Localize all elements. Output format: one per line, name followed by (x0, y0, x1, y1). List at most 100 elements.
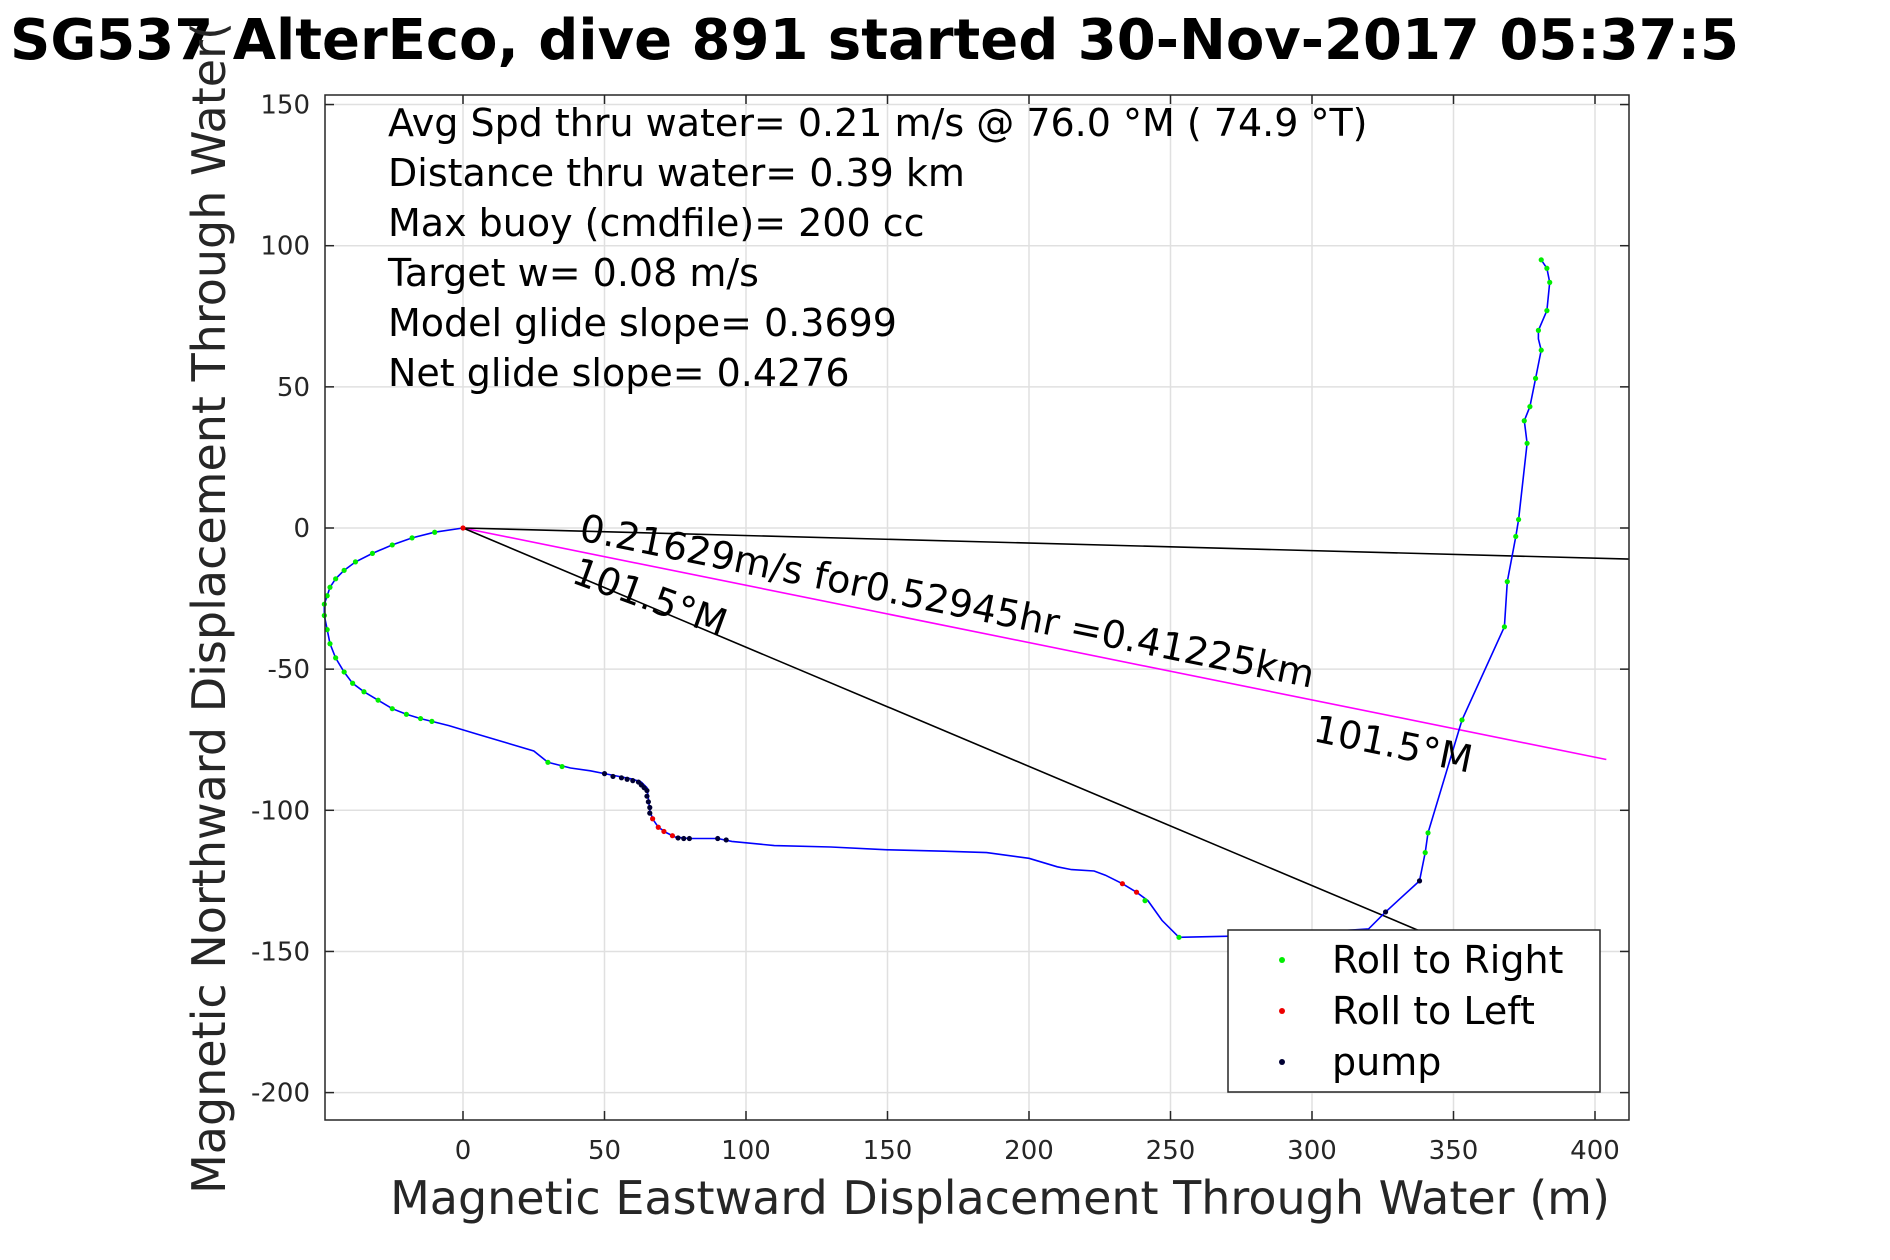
legend-roll-to-left-marker (1279, 1008, 1285, 1014)
y-tick-label: 150 (260, 91, 310, 121)
roll-to-left-marker (1119, 881, 1125, 887)
roll-to-right-marker (1544, 308, 1550, 314)
pump-marker (681, 835, 687, 842)
y-axis-label: Magnetic Northward Displacement Through … (182, 22, 236, 1194)
legend-roll-to-right-marker (1279, 957, 1285, 963)
y-tick-label: 0 (293, 514, 310, 544)
x-tick-label: 50 (588, 1136, 621, 1166)
x-tick-label: 250 (1146, 1136, 1196, 1166)
roll-to-right-marker (1176, 934, 1182, 940)
pump-marker (723, 837, 729, 843)
roll-to-right-marker (1535, 327, 1541, 333)
roll-to-left-marker (669, 833, 676, 839)
roll-to-right-marker (341, 669, 347, 675)
y-tick-label: -150 (251, 937, 310, 967)
roll-to-right-marker (1521, 418, 1527, 424)
roll-to-right-marker (429, 718, 435, 724)
roll-to-right-marker (369, 550, 376, 557)
roll-to-right-marker (327, 641, 333, 647)
pump-marker (647, 804, 653, 811)
roll-to-right-marker (1544, 265, 1550, 271)
roll-to-right-marker (417, 715, 424, 722)
roll-to-right-marker (1459, 717, 1465, 723)
roll-to-right-marker (1538, 347, 1544, 353)
pump-marker (610, 773, 616, 780)
roll-to-left-marker (460, 525, 466, 531)
info-line: Model glide slope= 0.3699 (388, 301, 897, 345)
roll-to-right-marker (324, 627, 330, 633)
course-line (462, 527, 1607, 761)
roll-to-right-marker (545, 759, 551, 765)
pump-marker (601, 771, 608, 777)
roll-to-left-marker (1133, 889, 1140, 895)
pump-marker (1382, 909, 1389, 915)
info-line: Max buoy (cmdfile)= 200 cc (388, 201, 925, 245)
roll-to-right-marker (361, 689, 367, 695)
roll-to-right-marker (403, 711, 409, 717)
x-tick-label: 300 (1287, 1136, 1337, 1166)
x-tick-label: 150 (863, 1136, 913, 1166)
roll-to-right-marker (1515, 516, 1522, 523)
x-tick-label: 200 (1004, 1136, 1054, 1166)
info-line: Net glide slope= 0.4276 (388, 351, 850, 395)
x-tick-label: 100 (721, 1136, 771, 1166)
pump-marker (645, 799, 651, 805)
roll-to-right-marker (389, 542, 395, 548)
pump-marker (644, 793, 650, 799)
info-line: Avg Spd thru water= 0.21 m/s @ 76.0 °M (… (388, 101, 1368, 145)
y-tick-label: 50 (277, 373, 310, 403)
legend-box (1227, 929, 1601, 1093)
y-tick-label: 100 (260, 232, 310, 262)
y-ticks: 150 100 50 0 -50 -100 -150 -200 (251, 91, 1629, 1109)
roll-to-right-marker (389, 706, 395, 712)
roll-to-right-marker (350, 680, 356, 686)
pump-marker (624, 776, 630, 782)
legend-pump-marker (1279, 1059, 1285, 1065)
roll-to-right-marker (1524, 440, 1530, 446)
pump-marker (647, 810, 653, 816)
reference_diag-line (462, 527, 1483, 958)
x-axis-label: Magnetic Eastward Displacement Through W… (390, 1171, 1610, 1225)
roll-to-left-marker (655, 824, 661, 830)
x-tick-label: 350 (1429, 1136, 1479, 1166)
plot-frame (324, 94, 1630, 1121)
roll-to-right-marker (333, 576, 339, 582)
y-tick-label: -200 (251, 1079, 310, 1109)
pump-marker (715, 835, 721, 842)
roll-to-right-marker (341, 567, 347, 573)
roll-to-left-marker (661, 828, 667, 835)
info-line: Distance thru water= 0.39 km (388, 151, 965, 195)
roll-to-right-marker (559, 763, 565, 770)
info-text: Avg Spd thru water= 0.21 m/s @ 76.0 °M (… (387, 101, 1368, 395)
roll-to-right-marker (1532, 375, 1539, 381)
pump-marker (618, 775, 625, 781)
pump-marker (630, 778, 636, 784)
x-ticks: 0 50 100 150 200 250 300 350 400 (455, 95, 1620, 1166)
pump-marker (686, 835, 693, 842)
legend-roll-to-right-label: Roll to Right (1332, 938, 1563, 982)
grid (325, 95, 1629, 1120)
roll-to-right-marker (352, 559, 359, 565)
annotations: 0.21629m/s for0.52945hr =0.41225km101.5°… (567, 506, 1476, 782)
legend-roll-to-left-label: Roll to Left (1332, 989, 1535, 1033)
roll-to-right-marker (375, 697, 381, 703)
pump-marker (675, 835, 681, 841)
reference_long-line (462, 527, 1629, 560)
roll-to-right-marker (1425, 830, 1431, 836)
x-tick-label: 400 (1570, 1136, 1620, 1166)
roll-to-right-marker (1142, 898, 1148, 904)
roll-to-left-marker (650, 816, 656, 822)
roll-to-right-marker (1538, 257, 1544, 263)
roll-to-right-marker (1547, 279, 1553, 285)
pump-marker (1416, 878, 1423, 884)
info-line: Target w= 0.08 m/s (387, 251, 759, 295)
chart-title: SG537 AlterEco, dive 891 started 30-Nov-… (10, 8, 1739, 73)
roll-to-right-marker (432, 529, 438, 535)
y-tick-label: -100 (251, 796, 310, 826)
reference-lines (462, 527, 1629, 958)
pump-marker (644, 787, 650, 794)
legend[interactable]: Roll to Right Roll to Left pump (1227, 929, 1601, 1093)
heading-annotation-course: 101.5°M (1310, 707, 1476, 782)
roll-to-right-marker (1527, 404, 1533, 410)
